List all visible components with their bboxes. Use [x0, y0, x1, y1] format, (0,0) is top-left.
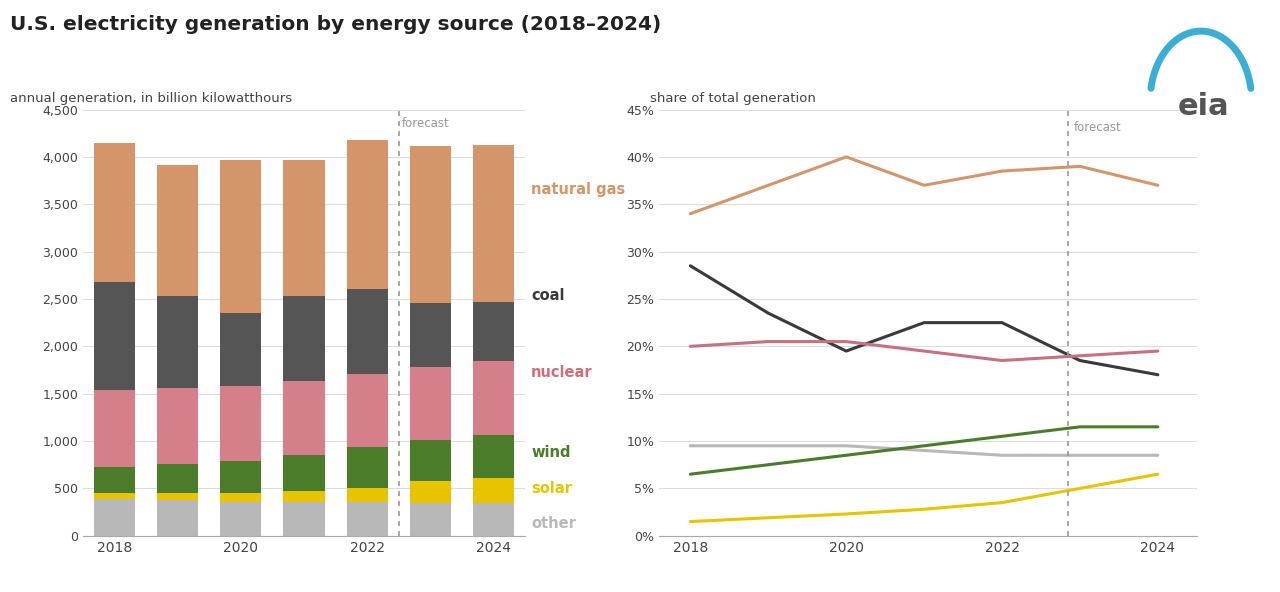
Bar — [157, 388, 198, 464]
Bar — [283, 297, 325, 381]
Bar — [157, 296, 198, 388]
Bar — [283, 160, 325, 297]
Bar — [472, 503, 513, 536]
Text: natural gas: natural gas — [531, 182, 626, 197]
Bar — [157, 493, 198, 500]
Bar — [347, 289, 388, 374]
Text: wind: wind — [531, 445, 571, 461]
Bar — [347, 488, 388, 502]
Bar — [410, 366, 451, 440]
Bar — [220, 160, 261, 313]
Bar — [347, 140, 388, 289]
Text: U.S. electricity generation by energy source (2018–2024): U.S. electricity generation by energy so… — [10, 15, 662, 34]
Bar — [95, 390, 136, 466]
Bar — [347, 502, 388, 536]
Bar — [472, 361, 513, 435]
Bar — [472, 478, 513, 503]
Bar — [220, 501, 261, 536]
Bar — [220, 461, 261, 493]
Text: coal: coal — [531, 288, 564, 304]
Bar — [220, 313, 261, 386]
Bar — [95, 493, 136, 499]
Bar — [157, 165, 198, 296]
Bar — [220, 493, 261, 501]
Bar — [410, 440, 451, 481]
Text: annual generation, in billion kilowatthours: annual generation, in billion kilowattho… — [10, 92, 292, 105]
Bar — [472, 435, 513, 478]
Bar — [95, 143, 136, 282]
Text: other: other — [531, 516, 576, 532]
Bar — [95, 466, 136, 493]
Bar — [95, 282, 136, 390]
Bar — [157, 464, 198, 493]
Bar — [410, 481, 451, 503]
Text: eia: eia — [1178, 92, 1229, 121]
Text: share of total generation: share of total generation — [650, 92, 817, 105]
Bar — [472, 303, 513, 361]
Bar — [283, 491, 325, 501]
Bar — [283, 501, 325, 536]
Bar — [347, 447, 388, 488]
Bar — [220, 386, 261, 461]
Text: nuclear: nuclear — [531, 365, 593, 381]
Text: forecast: forecast — [402, 117, 449, 130]
Text: solar: solar — [531, 481, 572, 496]
Bar — [410, 503, 451, 536]
Bar — [347, 374, 388, 447]
Bar — [157, 500, 198, 536]
Bar — [410, 303, 451, 366]
Bar — [472, 145, 513, 303]
Bar — [283, 455, 325, 491]
Text: forecast: forecast — [1074, 121, 1121, 134]
Bar — [283, 381, 325, 455]
Bar — [95, 499, 136, 536]
Bar — [410, 146, 451, 303]
